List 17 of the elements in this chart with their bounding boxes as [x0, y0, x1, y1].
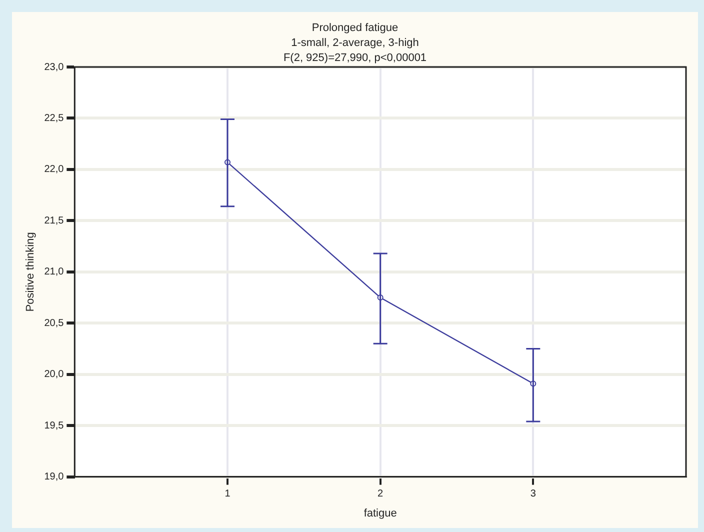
y-tick-label: 22,0 — [44, 164, 64, 176]
x-axis-title: fatigue — [364, 507, 397, 520]
y-tick-label: 20,0 — [44, 369, 64, 380]
y-tick-label: 19,0 — [44, 472, 64, 483]
y-tick-label: 21,5 — [44, 215, 64, 226]
x-tick-label: 1 — [224, 488, 231, 500]
x-tick-label: 3 — [530, 488, 536, 500]
y-tick-label: 22,5 — [44, 112, 64, 124]
y-tick-label: 23,0 — [44, 62, 64, 73]
chart-title: Prolonged fatigue — [310, 22, 400, 34]
text: F(2, 925)=27,990, p<0,00001 — [283, 52, 427, 64]
y-tick-label: 19,5 — [44, 420, 64, 432]
y-tick-label: 20,5 — [44, 318, 64, 329]
chart-subtitle: 1-small, 2-average, 3-high — [290, 37, 420, 49]
x-tick-label: 2 — [378, 488, 384, 500]
y-axis-title: Positive thinking — [24, 232, 37, 312]
y-tick-label: 21,0 — [44, 266, 64, 278]
